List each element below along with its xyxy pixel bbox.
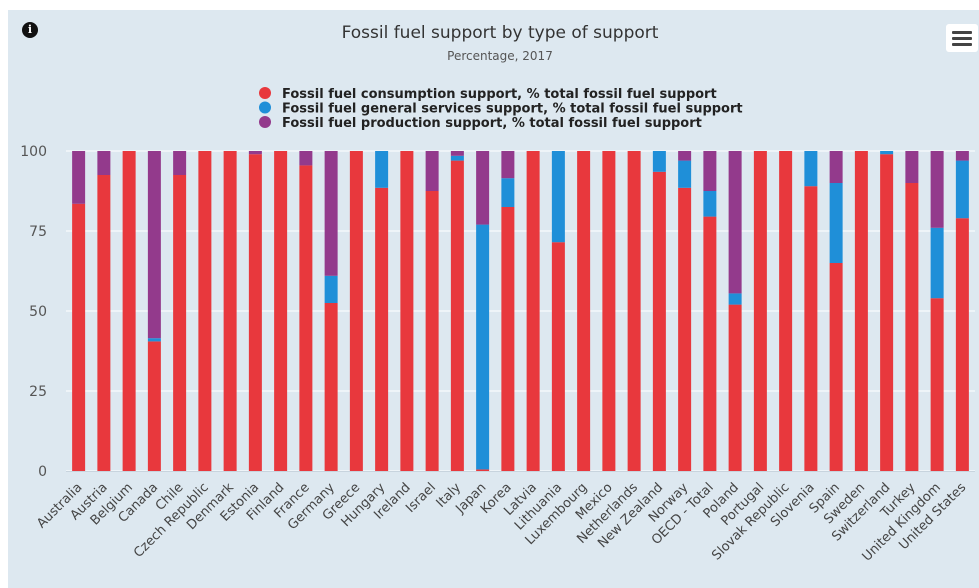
bar-segment[interactable]	[779, 151, 793, 471]
y-tick-label: 0	[38, 464, 47, 480]
bar-segment[interactable]	[703, 191, 717, 217]
bar-segment[interactable]	[122, 151, 136, 471]
bar-segment[interactable]	[274, 151, 288, 471]
bar-segment[interactable]	[728, 293, 742, 305]
bar-segment[interactable]	[198, 151, 212, 471]
bar-segment[interactable]	[450, 160, 464, 471]
bar-segment[interactable]	[678, 151, 692, 161]
y-tick-label: 25	[29, 384, 47, 400]
legend-marker[interactable]	[259, 87, 271, 99]
bar-segment[interactable]	[72, 151, 86, 204]
bar-segment[interactable]	[703, 151, 717, 191]
bar-segment[interactable]	[854, 151, 868, 471]
bar-segment[interactable]	[450, 155, 464, 161]
bar-segment[interactable]	[72, 203, 86, 472]
bar-segment[interactable]	[728, 304, 742, 471]
bar-segment[interactable]	[905, 151, 919, 183]
x-axis: AustraliaAustriaBelgiumCanadaChileCzech …	[34, 471, 975, 565]
legend-marker[interactable]	[259, 101, 271, 114]
bar-segment[interactable]	[829, 183, 843, 263]
bar-segment[interactable]	[324, 275, 338, 303]
bar-segment[interactable]	[526, 151, 540, 471]
bar-segment[interactable]	[829, 151, 843, 183]
menu-bar-icon	[952, 31, 972, 34]
bar-segment[interactable]	[501, 151, 515, 179]
bars	[72, 151, 969, 472]
bar-segment[interactable]	[476, 469, 490, 471]
legend-label[interactable]: Fossil fuel production support, % total …	[282, 116, 702, 131]
bar-segment[interactable]	[955, 160, 969, 219]
bar-segment[interactable]	[425, 151, 439, 191]
bar-segment[interactable]	[147, 341, 161, 471]
bar-segment[interactable]	[97, 175, 111, 471]
legend-label[interactable]: Fossil fuel consumption support, % total…	[282, 87, 717, 102]
bar-segment[interactable]	[400, 151, 414, 471]
bar-segment[interactable]	[299, 165, 313, 471]
bar-segment[interactable]	[930, 298, 944, 471]
bar-segment[interactable]	[829, 263, 843, 471]
y-tick-label: 100	[20, 144, 47, 160]
y-tick-label: 75	[29, 224, 47, 240]
info-icon[interactable]: i	[22, 22, 38, 38]
bar-segment[interactable]	[324, 303, 338, 471]
menu-bar-icon	[952, 37, 972, 40]
bar-segment[interactable]	[955, 218, 969, 471]
bar-segment[interactable]	[147, 338, 161, 342]
chart-menu-button[interactable]	[946, 24, 978, 52]
bar-segment[interactable]	[375, 187, 389, 472]
y-tick-label: 50	[29, 304, 47, 320]
legend-marker[interactable]	[259, 116, 271, 128]
bar-segment[interactable]	[375, 151, 389, 188]
menu-bar-icon	[952, 43, 972, 46]
bar-segment[interactable]	[173, 175, 187, 471]
bar-segment[interactable]	[248, 154, 262, 471]
bar-segment[interactable]	[880, 151, 894, 155]
bar-segment[interactable]	[501, 178, 515, 207]
bar-segment[interactable]	[223, 151, 237, 471]
bar-segment[interactable]	[880, 154, 894, 471]
chart-title: Fossil fuel support by type of support	[342, 23, 659, 43]
bar-segment[interactable]	[703, 216, 717, 471]
bar-segment[interactable]	[955, 151, 969, 161]
legend: Fossil fuel consumption support, % total…	[259, 87, 743, 131]
bar-segment[interactable]	[173, 151, 187, 175]
bar-segment[interactable]	[577, 151, 591, 471]
bar-segment[interactable]	[678, 160, 692, 188]
bar-segment[interactable]	[678, 187, 692, 472]
bar-segment[interactable]	[97, 151, 111, 175]
bar-segment[interactable]	[551, 151, 565, 243]
bar-segment[interactable]	[652, 151, 666, 172]
bar-segment[interactable]	[602, 151, 616, 471]
bar-segment[interactable]	[450, 151, 464, 156]
bar-segment[interactable]	[147, 151, 161, 339]
y-axis: 0 25 50 75 100	[20, 144, 47, 480]
bar-segment[interactable]	[476, 224, 490, 470]
bar-segment[interactable]	[299, 151, 313, 166]
bar-segment[interactable]	[728, 151, 742, 294]
bar-segment[interactable]	[425, 191, 439, 471]
bar-segment[interactable]	[905, 183, 919, 471]
bar-segment[interactable]	[349, 151, 363, 471]
bar-segment[interactable]	[501, 207, 515, 471]
bar-segment[interactable]	[627, 151, 641, 471]
x-tick-label: Israel	[403, 480, 439, 516]
bar-segment[interactable]	[652, 171, 666, 472]
bar-segment[interactable]	[804, 186, 818, 471]
bar-segment[interactable]	[476, 151, 490, 225]
bar-segment[interactable]	[551, 242, 565, 471]
legend-label[interactable]: Fossil fuel general services support, % …	[282, 102, 743, 117]
bar-segment[interactable]	[324, 151, 338, 276]
bar-segment[interactable]	[930, 227, 944, 299]
chart-subtitle: Percentage, 2017	[447, 49, 553, 63]
bar-segment[interactable]	[804, 151, 818, 187]
bar-segment[interactable]	[930, 151, 944, 228]
bar-segment[interactable]	[753, 151, 767, 471]
bar-segment[interactable]	[248, 151, 262, 155]
